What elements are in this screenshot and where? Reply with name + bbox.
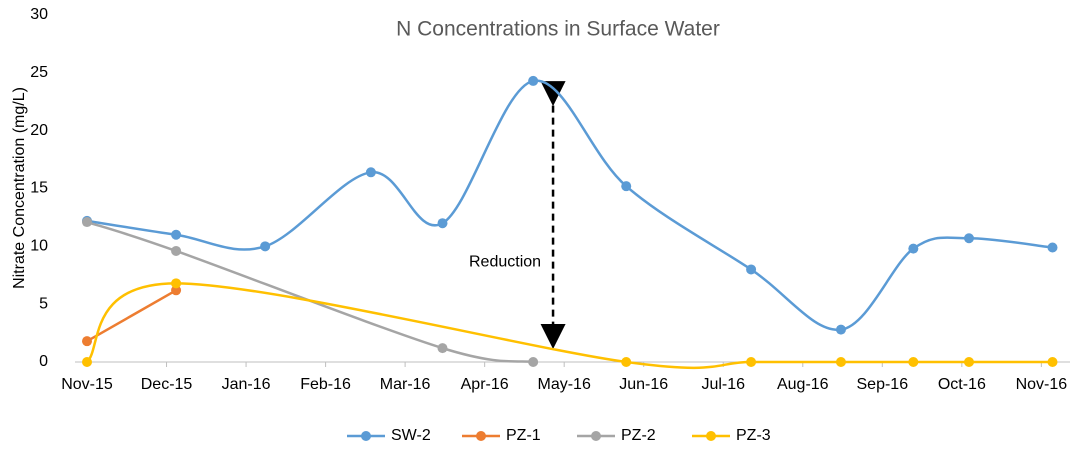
series-line bbox=[86, 79, 1053, 331]
point bbox=[835, 357, 846, 367]
legend-marker bbox=[706, 431, 716, 441]
legend-label: SW-2 bbox=[391, 427, 431, 444]
x-tick-label: Jun-16 bbox=[619, 376, 668, 393]
point bbox=[1047, 357, 1058, 367]
chart-title: N Concentrations in Surface Water bbox=[396, 18, 720, 41]
point bbox=[963, 233, 974, 244]
x-tick-label: Aug-16 bbox=[777, 376, 829, 393]
point bbox=[82, 357, 92, 367]
x-tick-label: Nov-15 bbox=[61, 376, 113, 393]
x-tick-label: Dec-15 bbox=[141, 376, 193, 393]
y-tick-label: 30 bbox=[30, 6, 48, 23]
point bbox=[171, 285, 182, 296]
legend-marker bbox=[476, 431, 486, 441]
point bbox=[908, 243, 919, 254]
point bbox=[365, 167, 376, 178]
y-tick-label: 15 bbox=[30, 180, 48, 197]
x-tick-label: Jul-16 bbox=[701, 376, 745, 393]
point bbox=[82, 217, 92, 228]
point bbox=[437, 343, 448, 354]
point bbox=[171, 245, 182, 256]
x-tick-label: Apr-16 bbox=[461, 376, 509, 393]
series-line bbox=[86, 289, 177, 343]
point bbox=[621, 357, 632, 367]
point bbox=[82, 336, 92, 347]
point bbox=[437, 218, 448, 229]
x-tick-label: Sep-16 bbox=[857, 376, 909, 393]
y-tick-label: 20 bbox=[30, 122, 48, 139]
y-tick-label: 25 bbox=[30, 64, 48, 81]
point bbox=[746, 264, 757, 275]
point bbox=[835, 324, 846, 335]
x-tick-label: May-16 bbox=[538, 376, 591, 393]
legend-label: PZ-3 bbox=[736, 427, 771, 444]
point bbox=[260, 241, 271, 252]
x-tick-label: Nov-16 bbox=[1016, 376, 1068, 393]
legend-label: PZ-2 bbox=[621, 427, 656, 444]
point bbox=[746, 357, 757, 367]
y-tick-label: 10 bbox=[30, 238, 48, 255]
y-tick-label: 5 bbox=[39, 295, 48, 312]
legend-marker bbox=[361, 431, 371, 441]
x-tick-label: Oct-16 bbox=[938, 376, 986, 393]
point bbox=[171, 229, 182, 240]
legend-marker bbox=[591, 431, 601, 441]
x-tick-label: Feb-16 bbox=[300, 376, 351, 393]
point bbox=[528, 75, 539, 86]
annotation-bg bbox=[443, 250, 544, 275]
point bbox=[963, 357, 974, 367]
point bbox=[171, 278, 182, 289]
legend-label: PZ-1 bbox=[506, 427, 541, 444]
point bbox=[621, 181, 632, 192]
annotation: Reduction bbox=[469, 254, 541, 271]
point bbox=[908, 357, 919, 367]
x-tick-label: Jan-16 bbox=[222, 376, 271, 393]
x-tick-label: Mar-16 bbox=[380, 376, 431, 393]
y-tick-label: 0 bbox=[39, 353, 48, 370]
point bbox=[528, 357, 539, 367]
y-axis-title: Nitrate Concentration (mg/L) bbox=[11, 87, 28, 289]
point bbox=[1047, 242, 1058, 253]
series-line bbox=[86, 282, 1053, 370]
series-line bbox=[86, 220, 534, 364]
